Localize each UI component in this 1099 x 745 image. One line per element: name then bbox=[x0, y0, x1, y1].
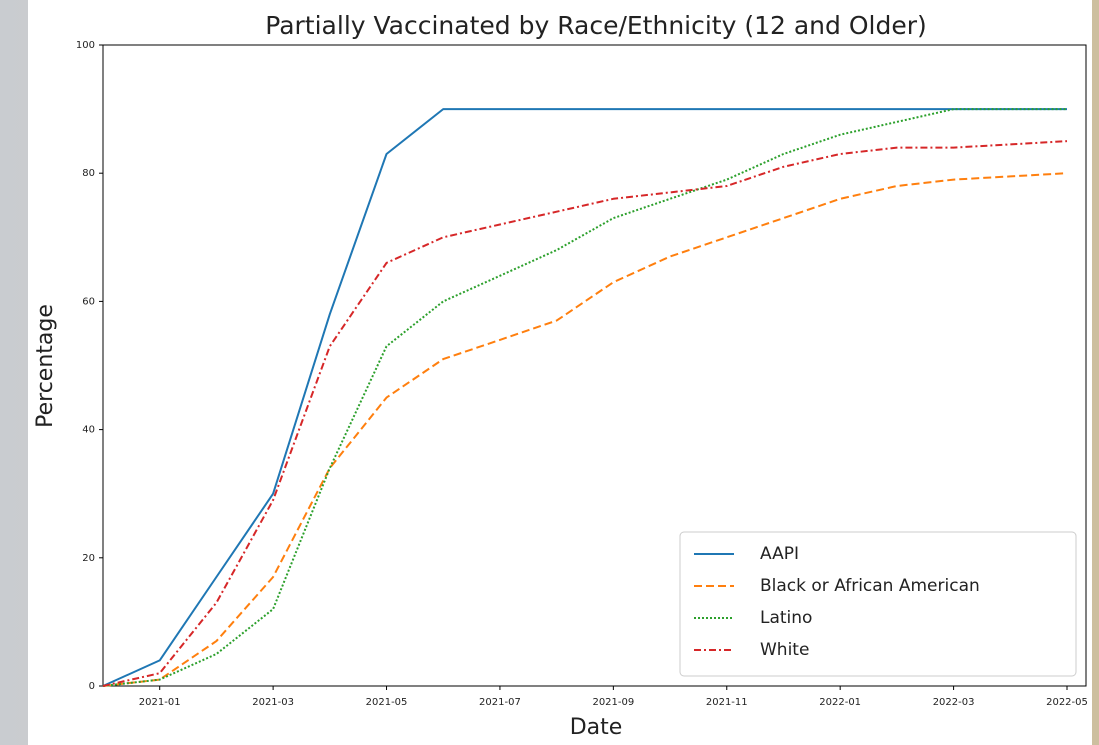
x-axis-label: Date bbox=[570, 715, 623, 740]
x-tick-label: 2021-09 bbox=[592, 697, 634, 708]
y-tick-label: 0 bbox=[89, 681, 95, 692]
x-tick-label: 2021-05 bbox=[366, 697, 408, 708]
x-tick-label: 2022-01 bbox=[819, 697, 861, 708]
y-tick-label: 40 bbox=[82, 425, 95, 436]
legend-label: AAPI bbox=[760, 544, 799, 564]
chart-title: Partially Vaccinated by Race/Ethnicity (… bbox=[265, 11, 927, 40]
x-tick-label: 2021-11 bbox=[706, 697, 748, 708]
legend-box bbox=[679, 531, 1077, 677]
y-tick-label: 60 bbox=[82, 296, 95, 307]
y-tick-label: 100 bbox=[76, 40, 95, 51]
legend-label: White bbox=[760, 640, 809, 660]
x-tick-label: 2022-05 bbox=[1046, 697, 1088, 708]
series-line bbox=[102, 108, 1067, 687]
x-tick-label: 2021-01 bbox=[139, 697, 181, 708]
y-tick-label: 20 bbox=[82, 553, 95, 564]
y-tick-label: 80 bbox=[82, 168, 95, 179]
legend-label: Black or African American bbox=[760, 576, 980, 596]
legend-label: Latino bbox=[760, 608, 812, 628]
y-axis-label: Percentage bbox=[33, 304, 58, 428]
x-tick-label: 2021-03 bbox=[252, 697, 294, 708]
plot-frame bbox=[102, 44, 1087, 687]
x-tick-label: 2021-07 bbox=[479, 697, 521, 708]
series-line bbox=[102, 140, 1068, 687]
x-tick-label: 2022-03 bbox=[933, 697, 975, 708]
series-line bbox=[102, 172, 1068, 687]
series-line bbox=[102, 108, 1067, 687]
